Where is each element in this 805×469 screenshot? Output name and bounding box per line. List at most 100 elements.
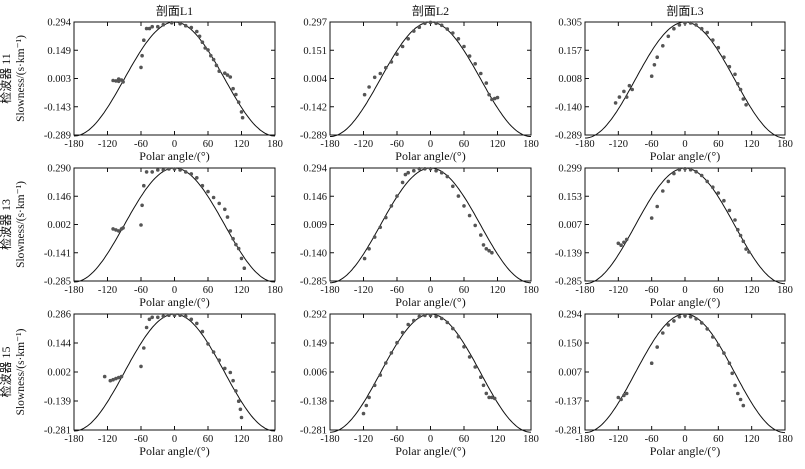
data-point — [736, 82, 740, 86]
x-tick-label: -60 — [645, 434, 659, 445]
data-point — [234, 389, 238, 393]
x-tick-label: 0 — [682, 139, 687, 150]
y-tick-label: -0.140 — [300, 248, 327, 259]
x-tick-label: -180 — [575, 139, 594, 150]
data-point — [456, 37, 461, 41]
data-point — [699, 26, 704, 31]
x-tick-label: 120 — [744, 434, 760, 445]
data-point — [142, 38, 146, 42]
data-point — [144, 170, 149, 174]
data-point — [666, 34, 671, 39]
data-point — [211, 350, 216, 354]
data-point — [733, 383, 737, 388]
data-point — [147, 317, 152, 322]
data-point — [200, 329, 205, 334]
x-tick-label: -60 — [645, 285, 659, 296]
y-tick-label: 0.003 — [47, 74, 71, 85]
data-point — [206, 48, 210, 52]
data-point — [484, 81, 489, 85]
y-tick-label: 0.008 — [558, 74, 582, 85]
data-point — [240, 115, 245, 120]
data-point — [473, 365, 478, 369]
data-point — [231, 86, 235, 91]
y-tick-label: 0.297 — [303, 18, 327, 29]
data-point — [189, 25, 194, 30]
y-tick-label: -0.285 — [44, 277, 71, 288]
x-tick-label: -60 — [134, 434, 148, 445]
y-tick-label: 0.009 — [303, 220, 327, 231]
data-point — [445, 27, 450, 31]
data-point — [451, 184, 455, 189]
data-point — [217, 201, 221, 206]
data-point — [395, 194, 399, 198]
data-point — [716, 45, 721, 50]
data-point — [395, 340, 399, 345]
data-point — [736, 391, 740, 396]
x-tick-label: -120 — [354, 139, 373, 150]
data-point — [378, 71, 383, 76]
data-point — [741, 97, 746, 101]
data-point — [111, 377, 115, 382]
data-point — [672, 319, 676, 323]
x-axis-label: Polar angle/(°) — [139, 444, 209, 458]
data-point — [649, 74, 654, 78]
data-point — [189, 172, 194, 176]
data-point — [661, 44, 665, 48]
data-point — [462, 44, 466, 49]
x-tick-label: -120 — [609, 434, 628, 445]
y-tick-label: -0.285 — [300, 277, 327, 288]
x-tick-label: -60 — [645, 139, 659, 150]
x-tick-label: 120 — [744, 285, 760, 296]
data-point — [467, 213, 472, 218]
x-tick-label: 0 — [428, 285, 433, 296]
data-point — [116, 77, 121, 81]
data-point — [694, 317, 698, 321]
y-tick-label: -0.281 — [44, 426, 71, 437]
data-point — [716, 343, 721, 347]
data-point — [666, 179, 671, 184]
x-axis-label: Polar angle/(°) — [139, 295, 209, 309]
data-point — [389, 60, 394, 64]
y-tick-label: -0.281 — [555, 426, 582, 437]
data-point — [156, 315, 160, 320]
data-point — [384, 361, 388, 365]
y-tick-label: -0.138 — [300, 397, 327, 408]
data-point — [677, 167, 682, 172]
data-point — [487, 92, 491, 97]
data-point — [234, 242, 238, 247]
y-tick-label: 0.004 — [303, 74, 327, 85]
data-point — [490, 250, 494, 255]
data-point — [384, 65, 388, 70]
x-tick-label: 180 — [777, 285, 793, 296]
data-point — [672, 26, 676, 31]
x-tick-label: 120 — [234, 285, 250, 296]
plot-frame — [584, 167, 786, 282]
data-point — [206, 189, 210, 194]
y-tick-label: 0.153 — [558, 192, 582, 203]
x-tick-label: -120 — [354, 434, 373, 445]
data-point — [395, 52, 399, 56]
data-point — [389, 204, 394, 208]
data-point — [683, 21, 687, 25]
x-tick-label: -180 — [64, 139, 83, 150]
data-point — [236, 246, 241, 251]
y-tick-label: 0.294 — [558, 310, 582, 321]
data-point — [439, 316, 444, 321]
x-tick-label: 60 — [713, 139, 724, 150]
data-point — [423, 313, 427, 318]
data-point — [616, 241, 621, 246]
data-point — [484, 391, 489, 396]
x-tick-label: 0 — [428, 434, 433, 445]
y-tick-label: 0.146 — [303, 192, 327, 203]
data-point — [167, 313, 171, 318]
data-point — [239, 256, 244, 261]
x-tick-label: 180 — [777, 139, 793, 150]
x-tick-label: -60 — [390, 139, 404, 150]
data-point — [451, 326, 455, 331]
data-point — [406, 37, 411, 41]
y-tick-label: -0.137 — [555, 397, 582, 408]
data-point — [627, 83, 632, 88]
y-axis-label: Slowness/(s·km⁻¹) — [15, 181, 27, 268]
data-point — [161, 168, 166, 172]
